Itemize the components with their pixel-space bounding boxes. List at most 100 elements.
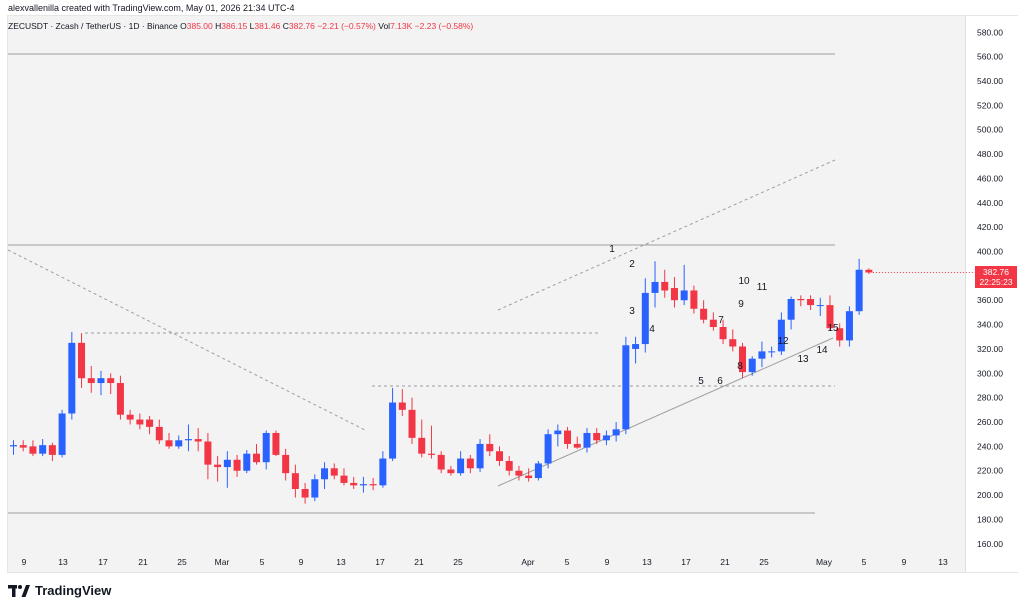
candle	[165, 432, 173, 449]
candle-body	[573, 443, 581, 448]
candle	[214, 456, 222, 482]
candle-body	[544, 434, 552, 464]
candle	[58, 409, 66, 458]
wave-label: 1	[609, 244, 615, 255]
price-scale[interactable]	[965, 16, 1018, 572]
candle	[282, 448, 290, 481]
candle-body	[408, 409, 416, 438]
x-tick-label: 17	[681, 557, 691, 567]
candle	[836, 323, 844, 347]
candle	[768, 346, 776, 358]
wave-label: 2	[629, 259, 635, 270]
candle-body	[739, 346, 746, 373]
x-tick-label: 25	[759, 557, 769, 567]
candle	[262, 430, 270, 470]
candle-body	[632, 344, 640, 349]
candle	[865, 268, 873, 275]
candle	[126, 409, 134, 425]
candle-body	[602, 435, 610, 441]
y-tick-label: 400.00	[977, 247, 1003, 257]
tradingview-brand[interactable]: TradingView	[8, 583, 111, 598]
candle	[729, 329, 737, 352]
credit-text: alexvallenilla created with TradingView.…	[8, 3, 295, 13]
candle	[612, 422, 620, 442]
y-tick-label: 480.00	[977, 149, 1003, 159]
candle-body	[253, 453, 260, 463]
candle-body	[816, 305, 824, 307]
tradingview-logo-icon	[8, 584, 30, 597]
candle	[253, 443, 260, 465]
y-tick-label: 500.00	[977, 125, 1003, 135]
candle	[593, 428, 601, 444]
candle	[311, 474, 319, 502]
symbol-info[interactable]: ZECUSDT · Zcash / TetherUS · 1D · Binanc…	[8, 21, 178, 31]
last-price-value: 382.76	[983, 267, 1009, 277]
candle	[719, 319, 727, 345]
y-tick-label: 580.00	[977, 27, 1003, 37]
candle	[758, 341, 766, 368]
candle-body	[525, 475, 533, 479]
candle	[515, 465, 523, 481]
candle	[457, 451, 465, 476]
candle-body	[534, 463, 542, 479]
candle	[107, 373, 115, 395]
candle	[369, 478, 377, 491]
x-tick-label: 13	[58, 557, 68, 567]
candle-body	[340, 475, 348, 483]
plot-area[interactable]	[8, 16, 965, 572]
candle-body	[641, 292, 649, 345]
candle-body	[505, 460, 513, 471]
candle-body	[330, 468, 338, 476]
candle	[379, 451, 387, 488]
candle-body	[418, 437, 426, 454]
candle	[48, 442, 56, 461]
candle	[486, 434, 494, 457]
candle	[739, 342, 746, 379]
candle-body	[369, 484, 377, 486]
wave-label: 15	[827, 323, 839, 334]
y-tick-label: 440.00	[977, 198, 1003, 208]
candle-body	[855, 269, 863, 312]
candle-body	[48, 445, 56, 455]
candle	[544, 429, 552, 469]
wave-label: 14	[816, 345, 828, 356]
candle	[97, 370, 105, 396]
candle-body	[214, 464, 222, 468]
volume-value: 7.13K	[390, 21, 413, 31]
wave-label: 11	[757, 282, 768, 293]
candle-body	[282, 454, 290, 474]
wave-label: 8	[737, 361, 743, 372]
candle-body	[564, 430, 572, 444]
candle-body	[554, 430, 562, 435]
x-tick-label: 25	[177, 557, 187, 567]
x-tick-label: 9	[22, 557, 27, 567]
y-tick-label: 320.00	[977, 344, 1003, 354]
candle-body	[709, 319, 717, 328]
x-tick-label: 13	[642, 557, 652, 567]
close-value: 382.76	[288, 21, 315, 31]
candle-body	[496, 451, 503, 461]
high-label: H	[215, 21, 222, 31]
candle-body	[107, 378, 115, 384]
candle	[709, 312, 717, 331]
wave-label: 12	[777, 336, 789, 347]
candle	[787, 296, 795, 330]
candle	[496, 446, 503, 466]
candle-body	[622, 345, 630, 430]
candle-body	[311, 479, 319, 498]
candle-body	[223, 459, 231, 468]
x-tick-label: 17	[98, 557, 108, 567]
candle	[389, 387, 397, 461]
candle-body	[233, 459, 241, 471]
candle	[670, 277, 678, 308]
candle-body	[155, 426, 163, 441]
y-tick-label: 160.00	[977, 539, 1003, 549]
candle-body	[651, 281, 659, 293]
candle	[418, 419, 426, 458]
candle	[272, 430, 280, 457]
candle-body	[768, 351, 776, 353]
y-tick-label: 300.00	[977, 368, 1003, 378]
candle-body	[116, 383, 124, 415]
candle	[350, 476, 358, 490]
candle-body	[398, 402, 406, 410]
